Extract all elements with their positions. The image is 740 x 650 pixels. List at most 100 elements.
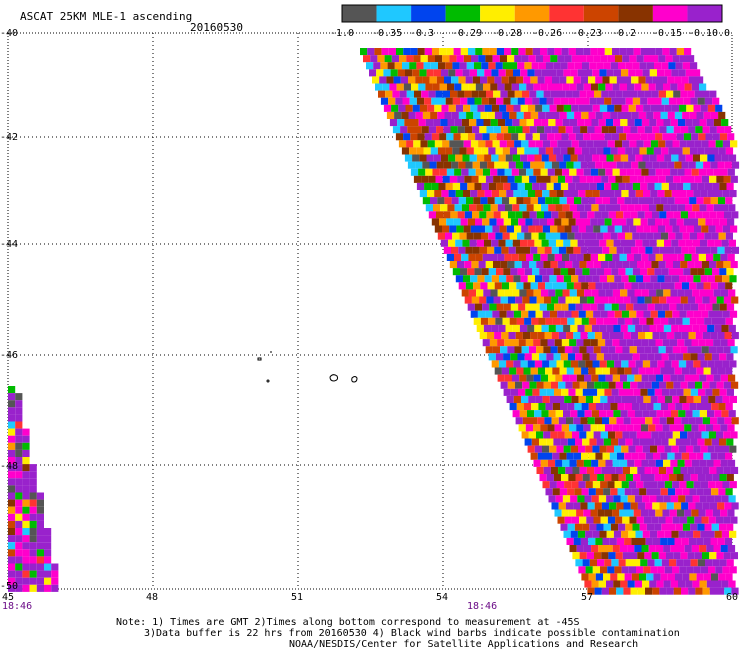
data-cell [663,459,671,467]
data-cell [568,133,576,141]
data-cell [597,474,605,482]
data-cell [679,140,687,148]
data-cell [677,459,685,467]
data-cell [726,438,734,446]
data-cell [713,339,721,347]
data-cell [598,374,606,382]
data-cell [541,154,549,162]
data-cell [569,204,577,212]
data-cell [543,90,551,98]
data-cell [584,324,592,332]
data-cell [466,232,474,240]
data-cell [479,332,487,340]
data-cell [44,584,52,592]
data-cell [22,570,30,578]
data-cell [698,253,706,261]
data-cell [585,530,593,538]
data-cell [524,62,532,70]
data-cell [587,381,595,389]
data-cell [614,395,622,403]
data-cell [651,431,659,439]
data-cell [673,175,681,183]
data-cell [8,478,16,486]
data-cell [398,140,407,148]
data-cell [578,481,586,489]
data-cell [376,69,384,77]
data-cell [592,190,600,198]
data-cell [708,225,716,233]
data-cell [680,126,689,134]
data-cell [681,537,689,545]
data-cell [681,332,689,340]
data-cell [616,587,624,595]
data-cell [416,147,424,155]
data-cell [602,452,610,460]
data-cell [473,232,481,240]
data-cell [636,140,644,148]
data-cell [564,395,572,403]
data-cell [659,126,667,134]
data-cell [725,573,733,581]
data-cell [614,360,622,368]
data-cell [560,232,568,240]
data-cell [605,545,613,553]
data-cell [593,225,601,233]
data-cell [389,119,398,127]
data-cell [558,381,566,389]
data-cell [680,261,688,269]
data-cell [625,97,633,105]
data-cell [609,502,617,510]
data-cell [649,580,657,588]
data-cell [659,296,667,304]
data-cell [539,474,547,482]
data-cell [697,474,706,482]
data-cell [486,126,494,134]
data-cell [650,310,658,318]
data-cell [583,253,591,261]
data-cell [640,474,648,482]
data-cell [500,126,509,134]
data-cell [8,563,16,571]
data-cell [507,175,515,183]
data-cell [608,211,616,219]
data-cell [667,573,675,581]
data-cell [538,147,546,155]
data-cell [529,296,537,304]
data-cell [447,204,455,212]
data-cell [552,367,560,375]
data-cell [518,424,526,432]
data-cell [713,253,721,261]
data-cell [440,119,448,127]
data-cell [517,353,525,361]
data-cell [566,452,574,460]
data-cell [447,83,455,91]
data-cell [599,360,607,368]
data-cell [22,485,30,493]
data-cell [528,431,536,439]
data-cell [537,161,545,169]
data-cell [610,111,618,119]
data-cell [650,360,658,368]
data-cell [375,83,383,91]
data-cell [560,62,568,70]
data-cell [708,566,716,574]
data-cell [666,502,674,510]
data-cell [36,492,44,500]
data-cell [600,566,608,574]
data-cell [624,537,632,545]
data-cell [726,474,734,482]
data-cell [575,97,583,105]
data-cell [471,261,479,269]
data-cell [566,537,574,545]
data-cell [478,175,486,183]
data-cell [471,175,479,183]
data-cell [624,573,632,581]
data-cell [520,104,528,112]
data-cell [695,502,703,510]
data-cell [523,282,531,290]
data-cell [413,140,421,148]
data-cell [679,104,687,112]
data-cell [647,97,655,105]
data-cell [587,417,595,425]
data-cell [579,381,587,389]
